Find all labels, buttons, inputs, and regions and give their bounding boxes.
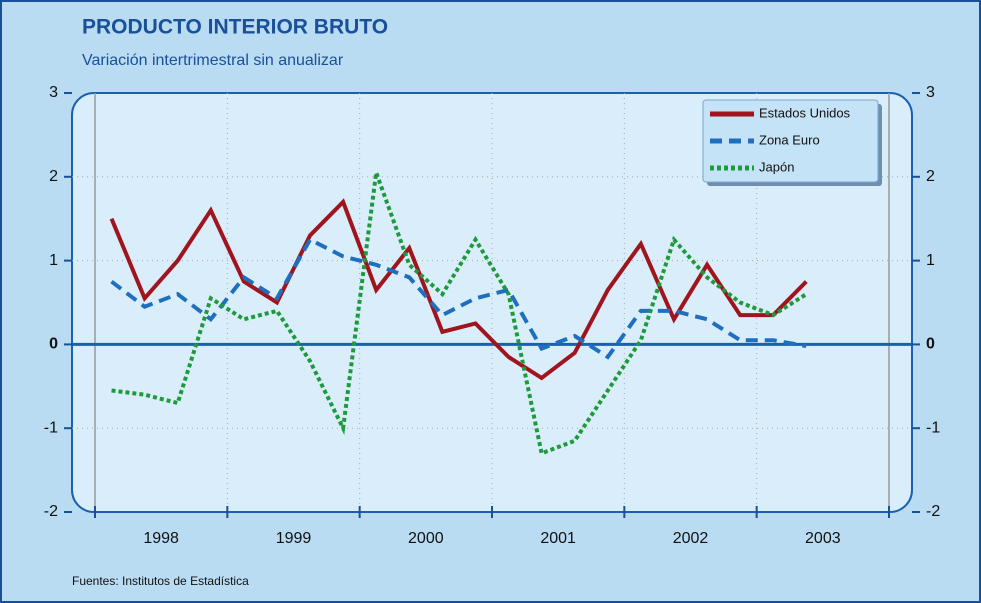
legend: Estados Unidos Zona Euro Japón bbox=[702, 99, 882, 186]
y2-tick-label: 1 bbox=[926, 252, 935, 269]
y-tick-label: -1 bbox=[44, 419, 58, 436]
x-tick-label: 2003 bbox=[805, 530, 841, 547]
y-tick-label: -2 bbox=[44, 503, 58, 520]
x-tick-label: 1999 bbox=[276, 530, 312, 547]
y2-tick-label: 0 bbox=[926, 336, 935, 353]
series-line bbox=[111, 171, 808, 457]
series-line bbox=[109, 198, 808, 381]
legend-box bbox=[702, 99, 879, 183]
y-tick-label: 1 bbox=[49, 252, 58, 269]
x-tick-label: 1998 bbox=[143, 530, 179, 547]
y-tick-label: 0 bbox=[49, 336, 58, 353]
legend-label: Estados Unidos bbox=[759, 105, 851, 120]
x-tick-label: 2002 bbox=[673, 530, 709, 547]
x-tick-label: 2000 bbox=[408, 530, 444, 547]
y2-tick-label: 2 bbox=[926, 168, 935, 185]
chart-title: PRODUCTO INTERIOR BRUTO bbox=[82, 16, 388, 39]
legend-label: Zona Euro bbox=[759, 132, 820, 147]
source-note: Fuentes: Institutos de Estadística bbox=[72, 574, 249, 588]
y-tick-label: 2 bbox=[49, 168, 58, 185]
y2-tick-label: 3 bbox=[926, 84, 935, 101]
y2-tick-label: -2 bbox=[926, 503, 940, 520]
x-tick-label: 2001 bbox=[540, 530, 576, 547]
y2-tick-label: -1 bbox=[926, 419, 940, 436]
legend-label: Japón bbox=[759, 159, 794, 174]
chart-subtitle: Variación intertrimestral sin anualizar bbox=[82, 52, 344, 69]
y-tick-label: 3 bbox=[49, 84, 58, 101]
